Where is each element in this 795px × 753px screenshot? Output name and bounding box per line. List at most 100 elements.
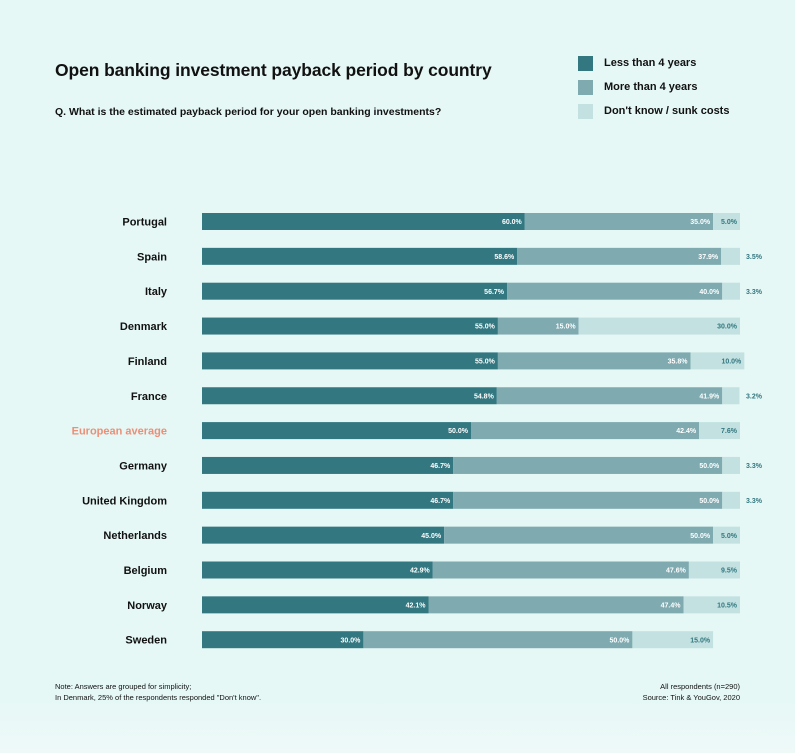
legend-item-more-than-4-years: More than 4 years <box>578 80 778 95</box>
data-label-denmark-3: 30.0% <box>717 324 738 331</box>
data-label-norway-3: 10.5% <box>717 602 738 609</box>
bar-segment-italy-3 <box>722 282 740 300</box>
data-label-portugal-2: 35.0% <box>690 219 711 226</box>
data-label-netherlands-3: 5.0% <box>721 533 738 540</box>
legend-item-less-than-4-years: Less than 4 years <box>578 56 778 71</box>
data-label-belgium-3: 9.5% <box>721 568 738 575</box>
data-label-portugal-3: 5.0% <box>721 219 738 226</box>
category-label-germany: Germany <box>119 460 168 472</box>
bar-segment-united-kingdom-3 <box>722 491 740 509</box>
source-note: All respondents (n=290) Source: Tink & Y… <box>643 682 740 703</box>
category-label-netherlands: Netherlands <box>103 530 167 542</box>
data-label-norway-2: 47.4% <box>661 602 682 609</box>
bar-segment-portugal-2 <box>524 213 714 230</box>
bar-segment-european-average-1 <box>202 422 471 440</box>
category-label-norway: Norway <box>127 600 168 612</box>
bar-segment-portugal-3 <box>713 213 740 230</box>
category-label-france: France <box>131 391 167 403</box>
data-label-european-average-1: 50.0% <box>448 428 469 435</box>
bar-segment-france-2 <box>496 387 723 405</box>
data-label-germany-2: 50.0% <box>699 463 720 470</box>
category-label-sweden: Sweden <box>125 635 167 647</box>
category-label-finland: Finland <box>128 356 167 368</box>
bar-segment-united-kingdom-2 <box>453 491 723 509</box>
data-label-european-average-3: 7.6% <box>721 428 738 435</box>
bar-segment-spain-1 <box>202 247 518 265</box>
data-label-denmark-1: 55.0% <box>475 324 496 331</box>
footnote-line-2: In Denmark, 25% of the respondents respo… <box>55 692 262 702</box>
footnote: Note: Answers are grouped for simplicity… <box>55 682 261 703</box>
data-label-france-3: 3.2% <box>746 393 763 400</box>
data-label-sweden-3: 15.0% <box>690 637 711 644</box>
footnote-line-1: Note: Answers are grouped for simplicity… <box>55 682 192 691</box>
bar-segment-germany-3 <box>722 456 740 474</box>
chart-subtitle: Q. What is the estimated payback period … <box>55 106 442 118</box>
bar-segment-denmark-1 <box>202 317 498 335</box>
legend-swatch-more-than-4-years <box>578 80 593 95</box>
data-label-portugal-1: 60.0% <box>502 219 523 226</box>
bar-segment-finland-1 <box>202 352 498 370</box>
data-label-sweden-2: 50.0% <box>610 637 631 644</box>
bar-segment-belgium-3 <box>688 561 740 579</box>
bar-segment-germany-1 <box>202 456 454 474</box>
legend-swatch-less-than-4-years <box>578 56 593 71</box>
data-label-germany-3: 3.3% <box>746 463 763 470</box>
bar-segment-norway-3 <box>683 596 740 614</box>
category-label-united-kingdom: United Kingdom <box>82 495 167 507</box>
bar-segment-norway-2 <box>428 596 684 614</box>
data-label-united-kingdom-1: 46.7% <box>430 498 451 505</box>
chart-title: Open banking investment payback period b… <box>55 60 492 80</box>
bar-segment-italy-1 <box>202 282 508 300</box>
data-label-belgium-1: 42.9% <box>410 568 431 575</box>
data-label-denmark-2: 15.0% <box>556 324 577 331</box>
data-label-european-average-2: 42.4% <box>676 428 697 435</box>
bar-segment-united-kingdom-1 <box>202 491 454 509</box>
bar-segment-netherlands-2 <box>444 526 714 544</box>
data-label-france-2: 41.9% <box>699 393 720 400</box>
data-label-france-1: 54.8% <box>474 393 495 400</box>
bar-segment-belgium-2 <box>432 561 689 579</box>
category-label-italy: Italy <box>145 286 168 298</box>
bar-segment-denmark-3 <box>578 317 740 335</box>
data-label-finland-1: 55.0% <box>475 359 496 366</box>
data-label-finland-2: 35.8% <box>668 359 689 366</box>
data-label-united-kingdom-2: 50.0% <box>699 498 720 505</box>
bar-segment-denmark-2 <box>497 317 579 335</box>
category-label-denmark: Denmark <box>120 321 168 333</box>
data-label-italy-1: 56.7% <box>484 289 505 296</box>
data-label-germany-1: 46.7% <box>430 463 451 470</box>
data-label-netherlands-2: 50.0% <box>690 533 711 540</box>
category-label-spain: Spain <box>137 251 167 263</box>
bar-segment-european-average-3 <box>699 422 740 440</box>
data-label-united-kingdom-3: 3.3% <box>746 498 763 505</box>
bar-segment-sweden-2 <box>363 631 633 649</box>
bar-segment-sweden-1 <box>202 631 364 649</box>
bar-segment-spain-3 <box>721 247 740 265</box>
bar-segment-italy-2 <box>507 282 723 300</box>
legend-label-dont-know: Don't know / sunk costs <box>604 105 730 117</box>
data-label-belgium-2: 47.6% <box>666 568 687 575</box>
data-label-norway-1: 42.1% <box>406 602 427 609</box>
source-line-1: All respondents (n=290) <box>660 682 740 691</box>
data-label-italy-3: 3.3% <box>746 289 763 296</box>
category-label-european-average: European average <box>72 426 167 438</box>
category-label-belgium: Belgium <box>124 565 168 577</box>
category-label-portugal: Portugal <box>122 217 167 229</box>
data-label-spain-3: 3.5% <box>746 254 763 261</box>
bar-segment-netherlands-1 <box>202 526 445 544</box>
legend-label-more-than-4-years: More than 4 years <box>604 81 698 93</box>
bar-segment-spain-2 <box>517 247 722 265</box>
bar-segment-european-average-2 <box>471 422 700 440</box>
legend-label-less-than-4-years: Less than 4 years <box>604 57 697 69</box>
data-label-spain-1: 58.6% <box>494 254 515 261</box>
data-label-italy-2: 40.0% <box>699 289 720 296</box>
source-line-2: Source: Tink & YouGov, 2020 <box>642 692 740 702</box>
bar-segment-belgium-1 <box>202 561 433 579</box>
legend-item-dont-know: Don't know / sunk costs <box>578 104 778 119</box>
bar-segment-france-1 <box>202 387 497 405</box>
bar-segment-sweden-3 <box>632 631 714 649</box>
bar-segment-france-3 <box>722 387 740 405</box>
data-label-netherlands-1: 45.0% <box>421 533 442 540</box>
bar-segment-norway-1 <box>202 596 429 614</box>
